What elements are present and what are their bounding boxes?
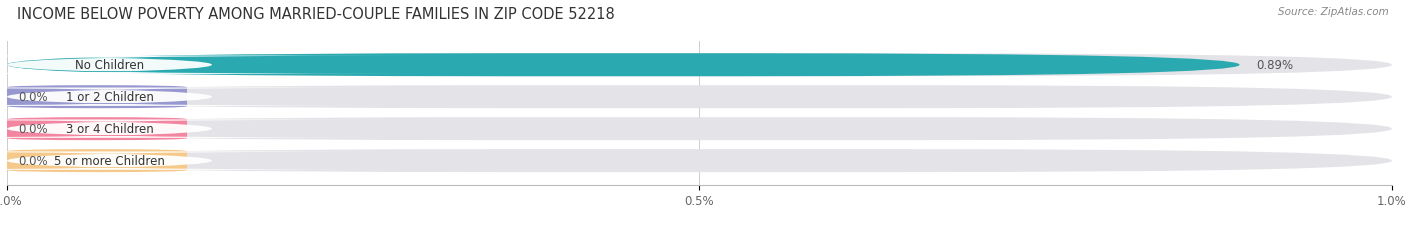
Text: 5 or more Children: 5 or more Children (53, 155, 165, 167)
FancyBboxPatch shape (0, 56, 406, 75)
Text: 0.0%: 0.0% (18, 123, 48, 136)
FancyBboxPatch shape (0, 152, 406, 170)
Text: Source: ZipAtlas.com: Source: ZipAtlas.com (1278, 7, 1389, 17)
FancyBboxPatch shape (7, 86, 1392, 109)
FancyBboxPatch shape (7, 86, 187, 109)
FancyBboxPatch shape (0, 120, 406, 138)
Text: 0.0%: 0.0% (18, 155, 48, 167)
Text: No Children: No Children (75, 59, 143, 72)
Text: 1 or 2 Children: 1 or 2 Children (66, 91, 153, 104)
FancyBboxPatch shape (7, 149, 1392, 172)
FancyBboxPatch shape (7, 118, 1392, 140)
FancyBboxPatch shape (7, 118, 187, 140)
Text: 0.89%: 0.89% (1256, 59, 1294, 72)
FancyBboxPatch shape (7, 54, 1240, 77)
FancyBboxPatch shape (7, 54, 1392, 77)
FancyBboxPatch shape (0, 88, 406, 106)
Text: INCOME BELOW POVERTY AMONG MARRIED-COUPLE FAMILIES IN ZIP CODE 52218: INCOME BELOW POVERTY AMONG MARRIED-COUPL… (17, 7, 614, 22)
Text: 0.0%: 0.0% (18, 91, 48, 104)
Text: 3 or 4 Children: 3 or 4 Children (66, 123, 153, 136)
FancyBboxPatch shape (7, 149, 187, 172)
